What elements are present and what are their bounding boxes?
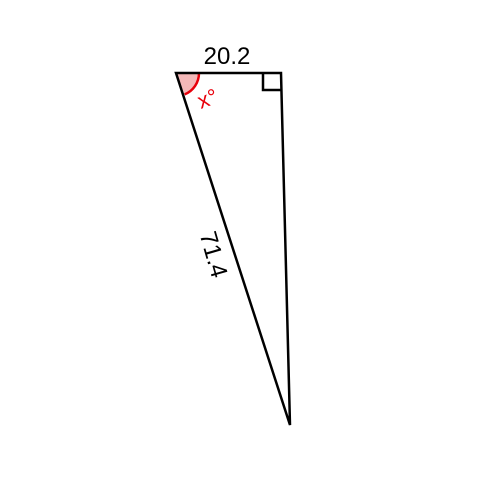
angle-arc: [184, 72, 201, 96]
right-triangle: [174, 71, 292, 426]
hypotenuse-label: 71.4: [194, 229, 233, 281]
angle-label: x°: [194, 83, 221, 113]
right-angle-marker: [261, 73, 281, 92]
top-side-label: 20.2: [204, 43, 251, 70]
angle-sector: [176, 73, 200, 95]
